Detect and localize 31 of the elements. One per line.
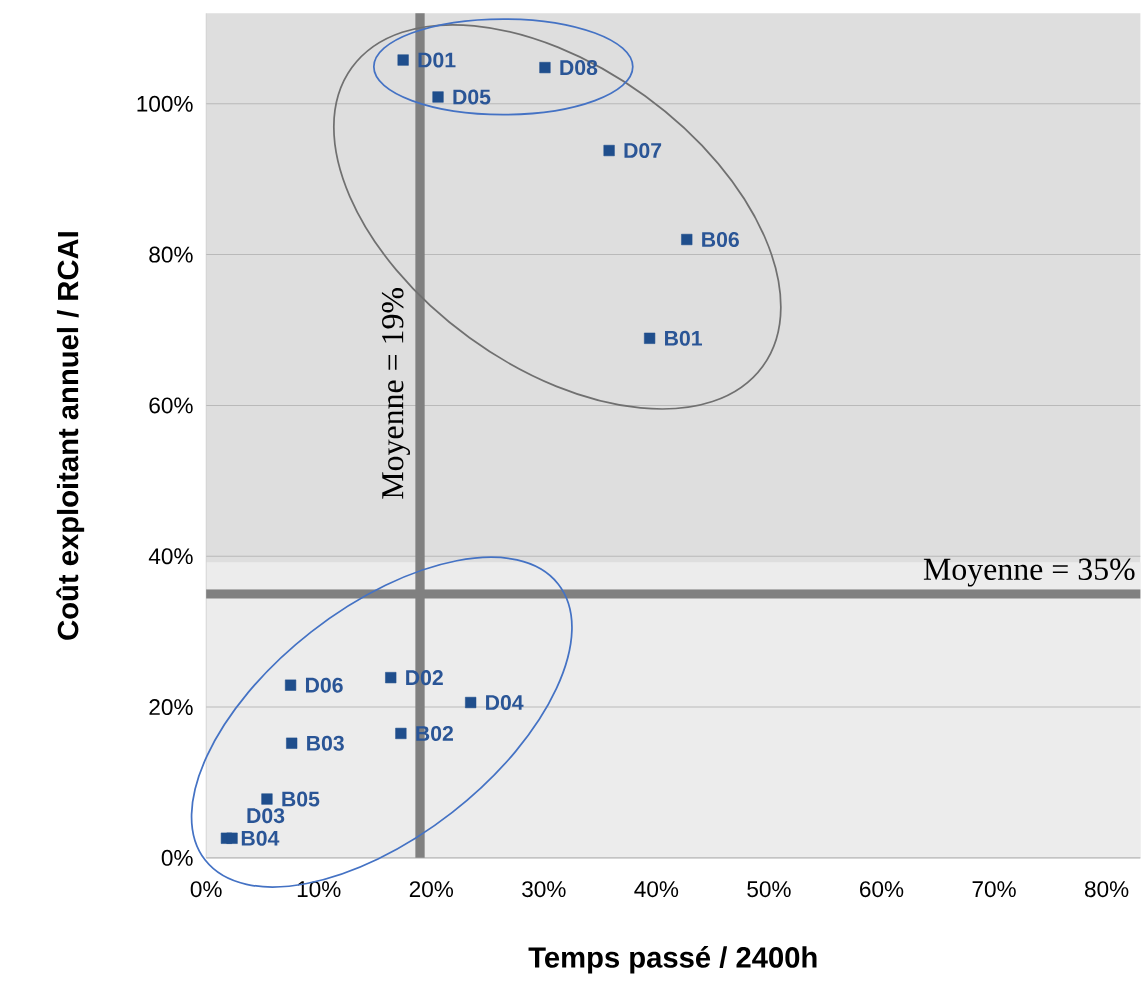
y-tick-label: 60% [149,397,193,414]
x-tick-label: 70% [972,881,1016,898]
x-tick-label: 20% [409,881,454,898]
x-tick-label: 60% [860,881,904,898]
annotation: D04 [486,694,524,710]
annotation: D08 [560,59,598,75]
ref-line-label: Moyenne = 19% [381,287,411,499]
x-axis-title: Temps passé / 2400h [528,945,817,974]
annotation: B01 [665,330,702,346]
x-tick-label: 10% [297,881,341,898]
y-tick-label: 40% [148,548,193,565]
x-tick-label: 80% [1084,881,1129,898]
annotation: D03 [247,808,285,824]
annotation: D06 [305,677,343,693]
ref-line-label: Moyenne = 35% [923,558,1135,587]
y-axis-title: Coût exploitant annuel / RCAI [56,232,85,640]
annotation: B05 [282,791,320,807]
annotation: D01 [418,52,456,68]
x-tick-label: 0% [190,881,222,898]
annotation: D07 [624,142,662,158]
y-tick-label: 80% [149,246,193,263]
y-tick-label: 20% [149,698,193,715]
annotation: B06 [702,231,739,247]
annotation: D05 [453,89,491,105]
annotation: B04 [241,830,280,846]
x-tick-label: 40% [634,881,679,898]
annotation: B03 [307,735,344,751]
x-tick-label: 30% [522,881,566,898]
x-tick-label: 50% [747,881,791,898]
y-tick-label: 0% [161,849,193,866]
y-tick-label: 100% [137,95,193,112]
